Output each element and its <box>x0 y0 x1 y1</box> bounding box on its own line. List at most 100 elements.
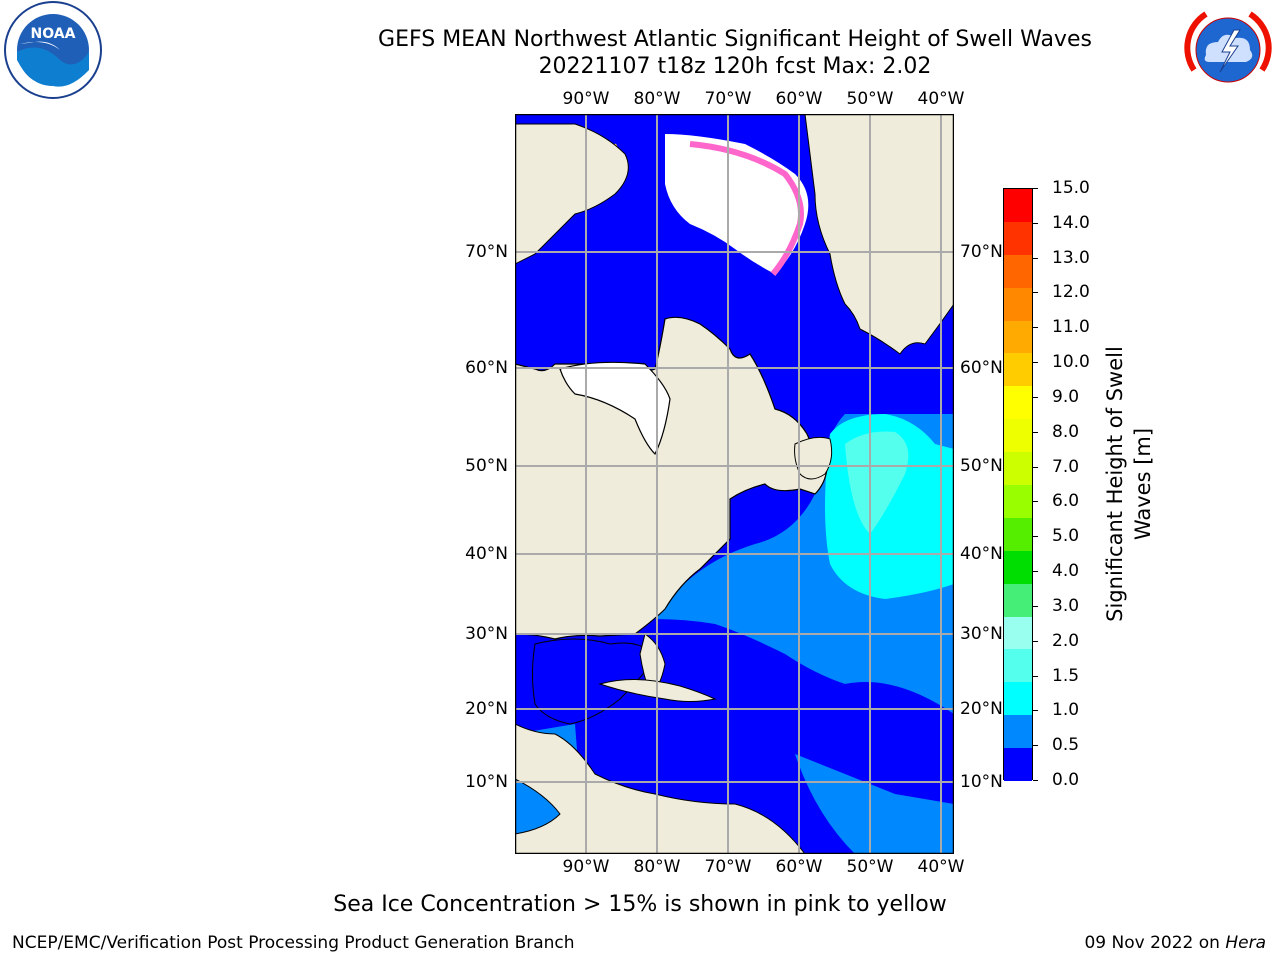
colorbar-label: 0.5 <box>1052 735 1080 756</box>
lat-tick-right-30n: 30°N <box>960 624 1003 644</box>
colorbar-segment <box>1004 386 1032 420</box>
colorbar-segment <box>1004 616 1032 650</box>
map-svg <box>514 113 955 855</box>
noaa-logo: NOAA <box>0 0 106 100</box>
colorbar-label: 13.0 <box>1052 247 1090 268</box>
hudson-bay-ice <box>559 361 671 456</box>
nws-logo <box>1176 0 1280 100</box>
map-border <box>514 113 955 855</box>
lat-tick-right-50n: 50°N <box>960 456 1003 476</box>
colorbar-tickmark <box>1033 466 1038 468</box>
colorbar-label: 0.0 <box>1052 770 1080 790</box>
swell-band-1.5-2 <box>845 431 909 534</box>
colorbar-segment <box>1004 682 1032 716</box>
colorbar-tickmark <box>1033 431 1038 433</box>
colorbar-title: Significant Height of Swell Waves [m] <box>1103 346 1155 622</box>
map-panel <box>514 113 955 855</box>
ice-edge-pink <box>689 141 804 276</box>
colorbar-label: 7.0 <box>1052 456 1080 477</box>
gulf-of-mexico <box>532 638 656 725</box>
noaa-logo-text: NOAA <box>31 26 76 42</box>
colorbar-label: 1.0 <box>1052 700 1080 721</box>
colorbar-tickmark <box>1033 222 1038 224</box>
colorbar-tickmark <box>1033 640 1038 642</box>
colorbar-segment <box>1004 254 1032 289</box>
colorbar-label: 5.0 <box>1052 526 1080 547</box>
lon-tick-bottom-40w: 40°W <box>917 857 965 877</box>
land-newfoundland <box>794 436 833 480</box>
producer-credit: NCEP/EMC/Verification Post Processing Pr… <box>12 933 575 953</box>
colorbar-tickmark <box>1033 780 1038 781</box>
colorbar-label: 15.0 <box>1052 178 1090 198</box>
colorbar-label: 1.5 <box>1052 665 1080 686</box>
colorbar-label: 4.0 <box>1052 561 1080 582</box>
colorbar-label: 9.0 <box>1052 386 1080 407</box>
colorbar-segment <box>1004 550 1032 585</box>
colorbar <box>1003 188 1033 782</box>
lat-tick-left-30n: 30°N <box>465 624 508 644</box>
lon-tick-top-60w: 60°W <box>775 89 823 109</box>
lon-tick-top-50w: 50°W <box>846 89 894 109</box>
colorbar-tickmark <box>1033 396 1038 398</box>
colorbar-label: 12.0 <box>1052 282 1090 303</box>
host-name: Hera <box>1225 933 1266 953</box>
colorbar-tickmark <box>1033 501 1038 503</box>
colorbar-tickmark <box>1033 327 1038 329</box>
colorbar-tickmark <box>1033 710 1038 712</box>
land-south-america <box>515 723 806 854</box>
colorbar-segment <box>1004 649 1032 683</box>
lon-tick-bottom-50w: 50°W <box>846 857 894 877</box>
colorbar-segment <box>1004 583 1032 618</box>
colorbar-label: 10.0 <box>1052 352 1090 373</box>
lat-tick-left-50n: 50°N <box>465 456 508 476</box>
sea-ice-note: Sea Ice Concentration > 15% is shown in … <box>333 892 947 917</box>
chart-title: GEFS MEAN Northwest Atlantic Significant… <box>378 27 1092 52</box>
colorbar-label: 14.0 <box>1052 212 1090 233</box>
colorbar-tickmark <box>1033 605 1038 607</box>
colorbar-segment <box>1004 419 1032 453</box>
colorbar-label: 3.0 <box>1052 595 1080 616</box>
chart-subtitle: 20221107 t18z 120h fcst Max: 2.02 <box>538 54 932 79</box>
lat-tick-right-10n: 10°N <box>960 772 1003 792</box>
lat-tick-left-40n: 40°N <box>465 544 508 564</box>
lat-tick-right-40n: 40°N <box>960 544 1003 564</box>
lat-tick-right-20n: 20°N <box>960 699 1003 719</box>
colorbar-segment <box>1004 748 1032 782</box>
lon-tick-top-40w: 40°W <box>917 89 965 109</box>
colorbar-segment <box>1004 715 1032 749</box>
lat-tick-left-10n: 10°N <box>465 772 508 792</box>
lon-tick-bottom-80w: 80°W <box>633 857 681 877</box>
run-date: 09 Nov 2022 on Hera <box>1084 933 1266 953</box>
lon-tick-bottom-90w: 90°W <box>562 857 610 877</box>
colorbar-tickmark <box>1033 362 1038 364</box>
colorbar-tickmark <box>1033 571 1038 573</box>
lat-tick-left-70n: 70°N <box>465 242 508 262</box>
colorbar-segment <box>1004 452 1032 486</box>
colorbar-segment <box>1004 287 1032 322</box>
lon-tick-top-80w: 80°W <box>633 89 681 109</box>
colorbar-segment <box>1004 353 1032 387</box>
lon-tick-top-90w: 90°W <box>562 89 610 109</box>
land-greenland <box>804 114 954 355</box>
colorbar-tickmark <box>1033 536 1038 538</box>
graticule <box>515 114 954 854</box>
colorbar-tickmark <box>1033 745 1038 747</box>
lat-tick-right-70n: 70°N <box>960 242 1003 262</box>
lat-tick-left-20n: 20°N <box>465 699 508 719</box>
arctic-islands <box>515 123 629 265</box>
lon-tick-bottom-70w: 70°W <box>704 857 752 877</box>
lat-tick-right-60n: 60°N <box>960 358 1003 378</box>
colorbar-label: 2.0 <box>1052 630 1080 651</box>
lon-tick-bottom-60w: 60°W <box>775 857 823 877</box>
colorbar-label: 8.0 <box>1052 421 1080 442</box>
colorbar-tickmark <box>1033 257 1038 259</box>
colorbar-segment <box>1004 517 1032 552</box>
colorbar-segment <box>1004 221 1032 256</box>
colorbar-segment <box>1004 485 1032 519</box>
swell-band-0.5-1-south2 <box>795 754 954 854</box>
colorbar-tickmark <box>1033 292 1038 294</box>
lon-tick-top-70w: 70°W <box>704 89 752 109</box>
colorbar-tickmark <box>1033 188 1038 189</box>
colorbar-segment <box>1004 320 1032 354</box>
run-date-text: 09 Nov 2022 on <box>1084 933 1226 953</box>
